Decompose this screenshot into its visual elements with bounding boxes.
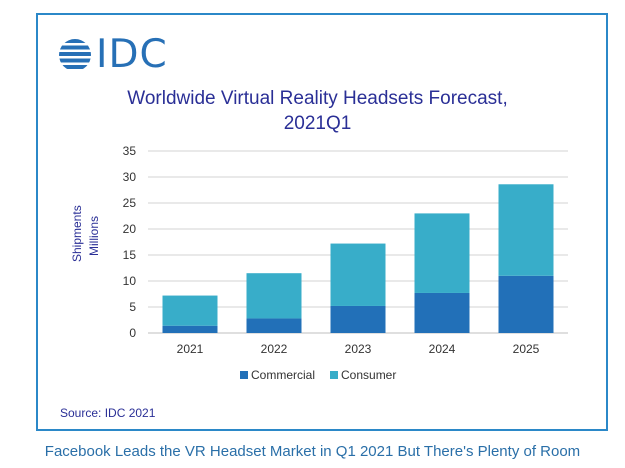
- x-tick-label: 2021: [177, 342, 204, 356]
- bar-commercial: [246, 318, 302, 333]
- legend-label-consumer: Consumer: [341, 368, 396, 382]
- bar-commercial: [330, 305, 386, 333]
- bar-commercial: [162, 325, 218, 333]
- logo-text: IDC: [96, 32, 168, 77]
- chart-title-line-1: Worldwide Virtual Reality Headsets Forec…: [127, 88, 508, 109]
- x-tick-label: 2023: [345, 342, 372, 356]
- bar-consumer: [330, 243, 386, 306]
- x-tick-label: 2024: [429, 342, 456, 356]
- y-tick-label: 15: [123, 248, 137, 262]
- y-tick-label: 0: [129, 326, 136, 340]
- y-tick-label: 20: [123, 222, 137, 236]
- y-tick-label: 30: [123, 170, 137, 184]
- source-note: Source: IDC 2021: [60, 406, 156, 420]
- bar-consumer: [246, 273, 302, 319]
- bar-commercial: [498, 275, 554, 333]
- y-tick-label: 25: [123, 196, 137, 210]
- x-tick-label: 2025: [513, 342, 540, 356]
- chart-title: Worldwide Virtual Reality Headsets Forec…: [90, 86, 545, 136]
- y-tick-label: 35: [123, 144, 137, 158]
- figure-caption: Facebook Leads the VR Headset Market in …: [44, 443, 581, 460]
- idc-logo: IDC: [58, 35, 168, 75]
- globe-icon: [59, 39, 91, 69]
- legend-swatch-consumer: [330, 371, 338, 379]
- bar-commercial: [414, 292, 470, 333]
- y-tick-label: 5: [129, 300, 136, 314]
- legend-label-commercial: Commercial: [251, 368, 315, 382]
- bar-consumer: [162, 295, 218, 326]
- chart-title-line-2: 2021Q1: [283, 113, 352, 134]
- bar-consumer: [414, 213, 470, 293]
- bar-consumer: [498, 184, 554, 276]
- legend-swatch-commercial: [240, 371, 248, 379]
- y-tick-label: 10: [123, 274, 137, 288]
- x-tick-label: 2022: [261, 342, 288, 356]
